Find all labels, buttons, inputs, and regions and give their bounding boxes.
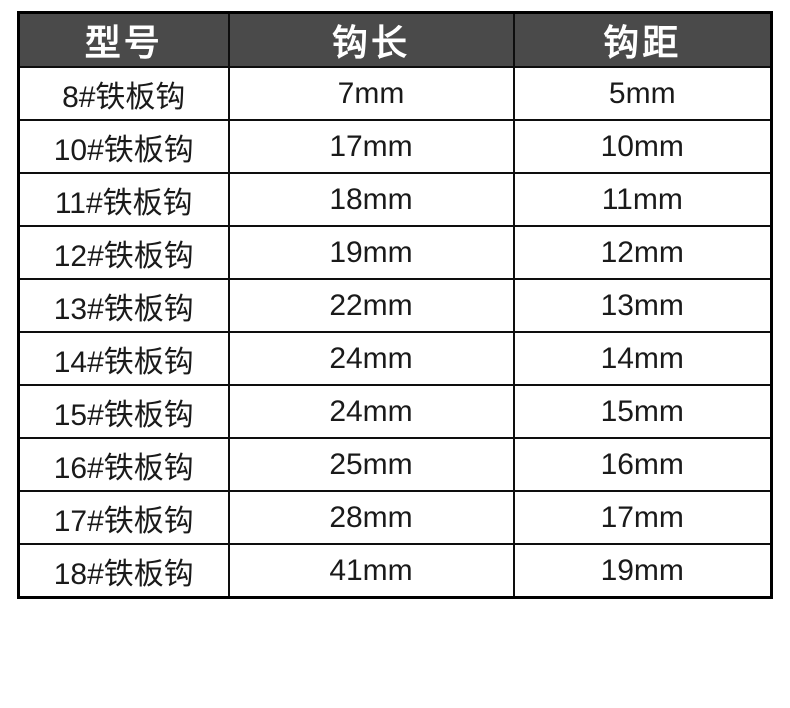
cell-model: 12#铁板钩	[17, 225, 230, 280]
cell-model: 14#铁板钩	[17, 331, 230, 386]
table-row: 8#铁板钩 7mm 5mm	[17, 66, 773, 121]
cell-hook-length: 18mm	[227, 172, 515, 227]
table-row: 18#铁板钩 41mm 19mm	[17, 543, 773, 599]
cell-hook-length: 28mm	[227, 490, 515, 545]
cell-hook-length: 7mm	[227, 66, 515, 121]
cell-model: 10#铁板钩	[17, 119, 230, 174]
table-row: 16#铁板钩 25mm 16mm	[17, 437, 773, 492]
cell-model: 15#铁板钩	[17, 384, 230, 439]
table-row: 10#铁板钩 17mm 10mm	[17, 119, 773, 174]
cell-hook-gap: 13mm	[512, 278, 773, 333]
header-row: 型号 钩长 钩距	[17, 11, 773, 68]
column-header-model: 型号	[17, 11, 230, 68]
cell-hook-gap: 16mm	[512, 437, 773, 492]
table-row: 11#铁板钩 18mm 11mm	[17, 172, 773, 227]
spec-table: 型号 钩长 钩距 8#铁板钩 7mm 5mm 10#铁板钩 17mm 10mm …	[17, 11, 773, 599]
cell-hook-length: 19mm	[227, 225, 515, 280]
cell-hook-length: 17mm	[227, 119, 515, 174]
cell-hook-gap: 15mm	[512, 384, 773, 439]
cell-hook-gap: 11mm	[512, 172, 773, 227]
cell-model: 13#铁板钩	[17, 278, 230, 333]
cell-hook-gap: 17mm	[512, 490, 773, 545]
cell-hook-gap: 14mm	[512, 331, 773, 386]
cell-hook-gap: 12mm	[512, 225, 773, 280]
cell-hook-gap: 10mm	[512, 119, 773, 174]
cell-hook-length: 22mm	[227, 278, 515, 333]
cell-hook-length: 24mm	[227, 331, 515, 386]
cell-hook-gap: 5mm	[512, 66, 773, 121]
table-row: 17#铁板钩 28mm 17mm	[17, 490, 773, 545]
table-row: 12#铁板钩 19mm 12mm	[17, 225, 773, 280]
cell-model: 16#铁板钩	[17, 437, 230, 492]
table-row: 14#铁板钩 24mm 14mm	[17, 331, 773, 386]
cell-hook-gap: 19mm	[512, 543, 773, 599]
cell-model: 11#铁板钩	[17, 172, 230, 227]
table-row: 15#铁板钩 24mm 15mm	[17, 384, 773, 439]
cell-hook-length: 24mm	[227, 384, 515, 439]
cell-hook-length: 25mm	[227, 437, 515, 492]
cell-model: 18#铁板钩	[17, 543, 230, 599]
column-header-hook-length: 钩长	[227, 11, 515, 68]
cell-model: 8#铁板钩	[17, 66, 230, 121]
cell-model: 17#铁板钩	[17, 490, 230, 545]
cell-hook-length: 41mm	[227, 543, 515, 599]
column-header-hook-gap: 钩距	[512, 11, 773, 68]
table-row: 13#铁板钩 22mm 13mm	[17, 278, 773, 333]
